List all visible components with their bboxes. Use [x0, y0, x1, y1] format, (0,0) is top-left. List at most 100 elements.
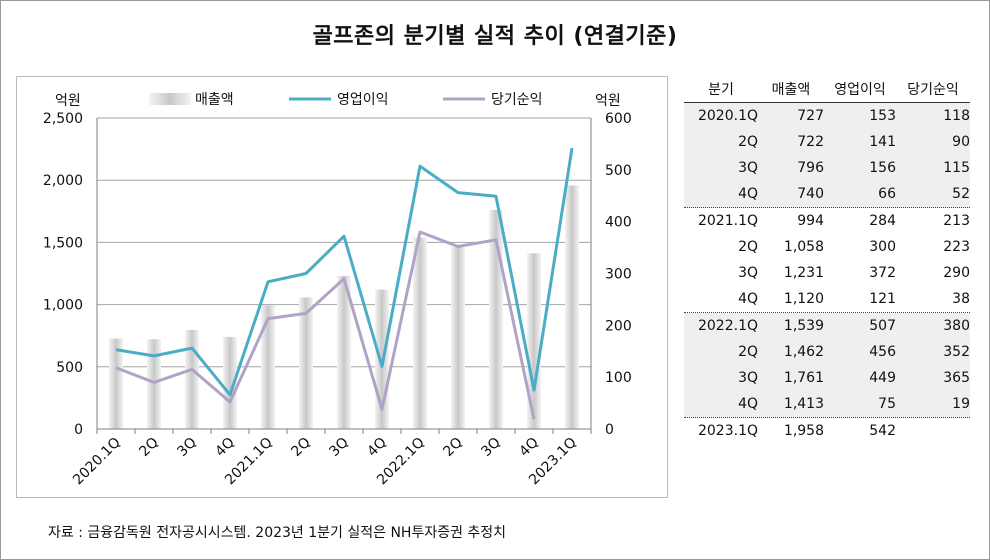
x-tick-label: 3Q [326, 435, 351, 460]
table-header-row: 분기 매출액 영업이익 당기순익 [684, 76, 970, 103]
table-cell-value: 372 [869, 265, 896, 281]
x-tick-label: 3Q [174, 435, 199, 460]
table-cell-quarter: 4Q [738, 396, 758, 412]
table-row: 4Q 1,120 121 38 [684, 286, 970, 313]
table-cell-value: 449 [869, 370, 896, 386]
bar-sales [223, 336, 237, 429]
table-cell-quarter: 4Q [738, 186, 758, 202]
table-cell-value: 1,413 [783, 396, 824, 412]
legend-swatch-sales [149, 93, 191, 105]
source-note: 자료 : 금융감독원 전자공시시스템. 2023년 1분기 실적은 NH투자증권… [48, 525, 507, 541]
x-tick-label: 2Q [440, 435, 465, 460]
table-cell-quarter: 3Q [738, 160, 758, 176]
table-cell-value: 722 [797, 134, 824, 150]
table-cell-value: 153 [869, 108, 896, 124]
table-cell-quarter: 2Q [738, 134, 758, 150]
table-cell-quarter: 3Q [738, 265, 758, 281]
table-row: 3Q 1,231 372 290 [684, 260, 970, 286]
table-row: 3Q 1,761 449 365 [684, 365, 970, 391]
table-cell-value: 118 [943, 108, 970, 124]
x-tick-label: 3Q [478, 435, 503, 460]
y-right-tick-label: 200 [605, 318, 632, 334]
y-right-tick-label: 100 [605, 370, 632, 386]
y-left-tick-label: 1,000 [43, 298, 83, 314]
line-net-income [115, 230, 536, 420]
performance-table: 분기 매출액 영업이익 당기순익 2020.1Q 727 153 118 2Q 722 141 90 3… [684, 76, 970, 444]
table-cell-value: 290 [943, 265, 970, 281]
table-cell-value: 1,058 [783, 239, 824, 255]
bar-sales [147, 339, 161, 429]
y-left-tick-label: 1,500 [43, 235, 83, 251]
table-cell-value: 796 [797, 160, 824, 176]
table-cell-quarter: 2021.1Q [697, 213, 758, 229]
table-cell-value: 300 [869, 239, 896, 255]
table-cell-value: 38 [952, 291, 970, 307]
y-left-tick-label: 2,000 [43, 173, 83, 189]
legend-label-sales: 매출액 [195, 92, 234, 108]
table-row: 2020.1Q 727 153 118 [684, 103, 970, 129]
table-cell-value: 영업이익 [834, 82, 886, 98]
page-title: 골프존의 분기별 실적 추이 (연결기준) [312, 24, 678, 49]
table-cell-value: 284 [869, 213, 896, 229]
table-cell-value: 507 [869, 318, 896, 334]
table-cell-value: 75 [878, 396, 896, 412]
table-row: 2Q 722 141 90 [684, 129, 970, 155]
bar-sales [565, 185, 579, 429]
combo-chart: 0 500 1,000 1,500 2,000 2,500 0 100 200 300 400 500… [43, 92, 632, 489]
x-tick-label: 4Q [516, 435, 541, 460]
x-tick-label: 4Q [212, 435, 237, 460]
table-row: 4Q 1,413 75 19 [684, 391, 970, 418]
table-cell-value: 1,462 [783, 344, 824, 360]
table-cell-value: 542 [869, 423, 896, 439]
table-cell-value: 19 [952, 396, 970, 412]
x-tick-label: 2020.1Q [70, 435, 124, 489]
bar-sales [489, 209, 503, 429]
bar-sales [299, 297, 313, 429]
table-cell-value: 121 [869, 291, 896, 307]
table-cell-value: 52 [952, 186, 970, 202]
bar-sales [109, 338, 123, 429]
table-cell-value: 223 [943, 239, 970, 255]
y-right-unit: 억원 [595, 93, 621, 109]
table-row: 2Q 1,058 300 223 [684, 234, 970, 260]
y-right-tick-label: 600 [605, 111, 632, 127]
table-cell-value: 66 [878, 186, 896, 202]
bar-sales [451, 247, 465, 429]
table-cell-value: 727 [797, 108, 824, 124]
bar-sales [413, 237, 427, 429]
bar-sales [185, 329, 199, 429]
y-right-tick-label: 500 [605, 163, 632, 179]
table-cell-value: 380 [943, 318, 970, 334]
y-right-tick-label: 0 [605, 422, 614, 438]
table-cell-value: 매출액 [771, 82, 811, 98]
legend-label-operating-profit: 영업이익 [337, 92, 389, 108]
table-row: 2021.1Q 994 284 213 [684, 208, 970, 234]
y-left-tick-label: 500 [56, 360, 83, 376]
table-cell-value: 1,761 [783, 370, 824, 386]
legend-label-net-income: 당기순익 [491, 92, 543, 108]
table-cell-value: 994 [797, 213, 824, 229]
table-cell-value: 1,539 [783, 318, 824, 334]
table-row: 2022.1Q 1,539 507 380 [684, 313, 970, 339]
chart-area: 0 500 1,000 1,500 2,000 2,500 0 100 200 300 400 500… [16, 76, 668, 498]
y-left-tick-label: 2,500 [43, 111, 83, 127]
table-cell-value: 1,958 [783, 423, 824, 439]
table-cell-value: 90 [952, 134, 970, 150]
table-cell-quarter: 3Q [738, 370, 758, 386]
x-tick-label: 2Q [288, 435, 313, 460]
table-cell-quarter: 2Q [738, 344, 758, 360]
line-operating-profit [115, 147, 574, 397]
table-cell-quarter: 2Q [738, 239, 758, 255]
table-row: 3Q 796 156 115 [684, 155, 970, 181]
x-tick-label: 2Q [136, 435, 161, 460]
table-cell-quarter: 2023.1Q [697, 423, 758, 439]
table-row: 2Q 1,462 456 352 [684, 339, 970, 365]
bar-sales [337, 275, 351, 429]
table-cell-value: 740 [797, 186, 824, 202]
table-cell-value: 1,120 [783, 291, 824, 307]
table-cell-quarter: 2020.1Q [697, 108, 758, 124]
table-row: 4Q 740 66 52 [684, 181, 970, 208]
bar-sales [527, 253, 541, 429]
table-cell-value: 1,231 [783, 265, 824, 281]
y-left-unit: 억원 [55, 93, 81, 109]
